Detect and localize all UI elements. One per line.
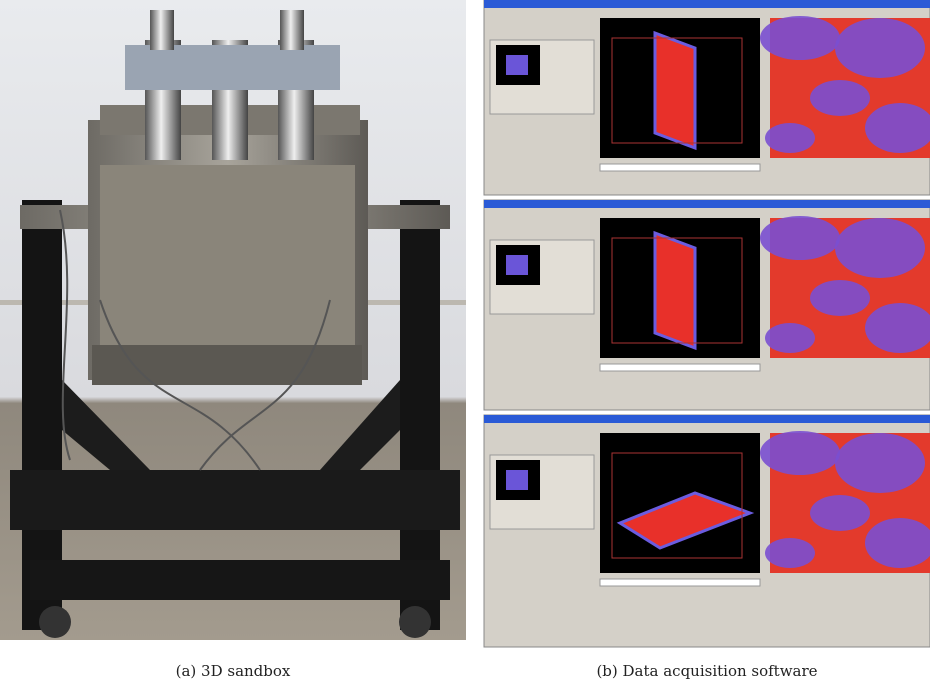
bolt-row: [92, 345, 362, 385]
status-field: [600, 364, 760, 371]
status-field: [600, 579, 760, 586]
heatmap-blob: [835, 218, 925, 278]
wheel: [399, 606, 431, 638]
pillar-top: [280, 10, 304, 50]
heatmap-blob: [835, 18, 925, 78]
wheel: [39, 606, 71, 638]
frame-beam: [10, 470, 460, 530]
heatmap-blob: [760, 431, 840, 475]
heatmap-blob: [810, 280, 870, 316]
software-screenshots: [484, 0, 930, 647]
title-bar: [484, 0, 930, 8]
status-field: [600, 164, 760, 171]
thumbnail-plane: [506, 255, 528, 275]
photo-sandbox: [0, 0, 466, 640]
heatmap-blob: [810, 80, 870, 116]
caption-b: (b) Data acquisition software: [596, 662, 817, 680]
heatmap-blob: [765, 123, 815, 153]
slice-plane: [655, 233, 695, 348]
heatmap-blob: [765, 323, 815, 353]
heatmap-blob: [835, 433, 925, 493]
title-bar: [484, 415, 930, 423]
frame-beam: [30, 560, 450, 600]
heatmap-blob: [760, 16, 840, 60]
heatmap-blob: [765, 538, 815, 568]
slice-plane: [655, 33, 695, 148]
title-bar: [484, 200, 930, 208]
sandbox-plate: [100, 165, 355, 350]
thumbnail-plane: [506, 55, 528, 75]
heatmap-blob: [760, 216, 840, 260]
pillar-top: [150, 10, 174, 50]
thumbnail-plane: [506, 470, 528, 490]
clamp-bar: [125, 45, 340, 90]
caption-a: (a) 3D sandbox: [176, 662, 291, 680]
figure: (a) 3D sandbox (b) Data acquisition soft…: [0, 0, 930, 694]
heatmap-blob: [810, 495, 870, 531]
